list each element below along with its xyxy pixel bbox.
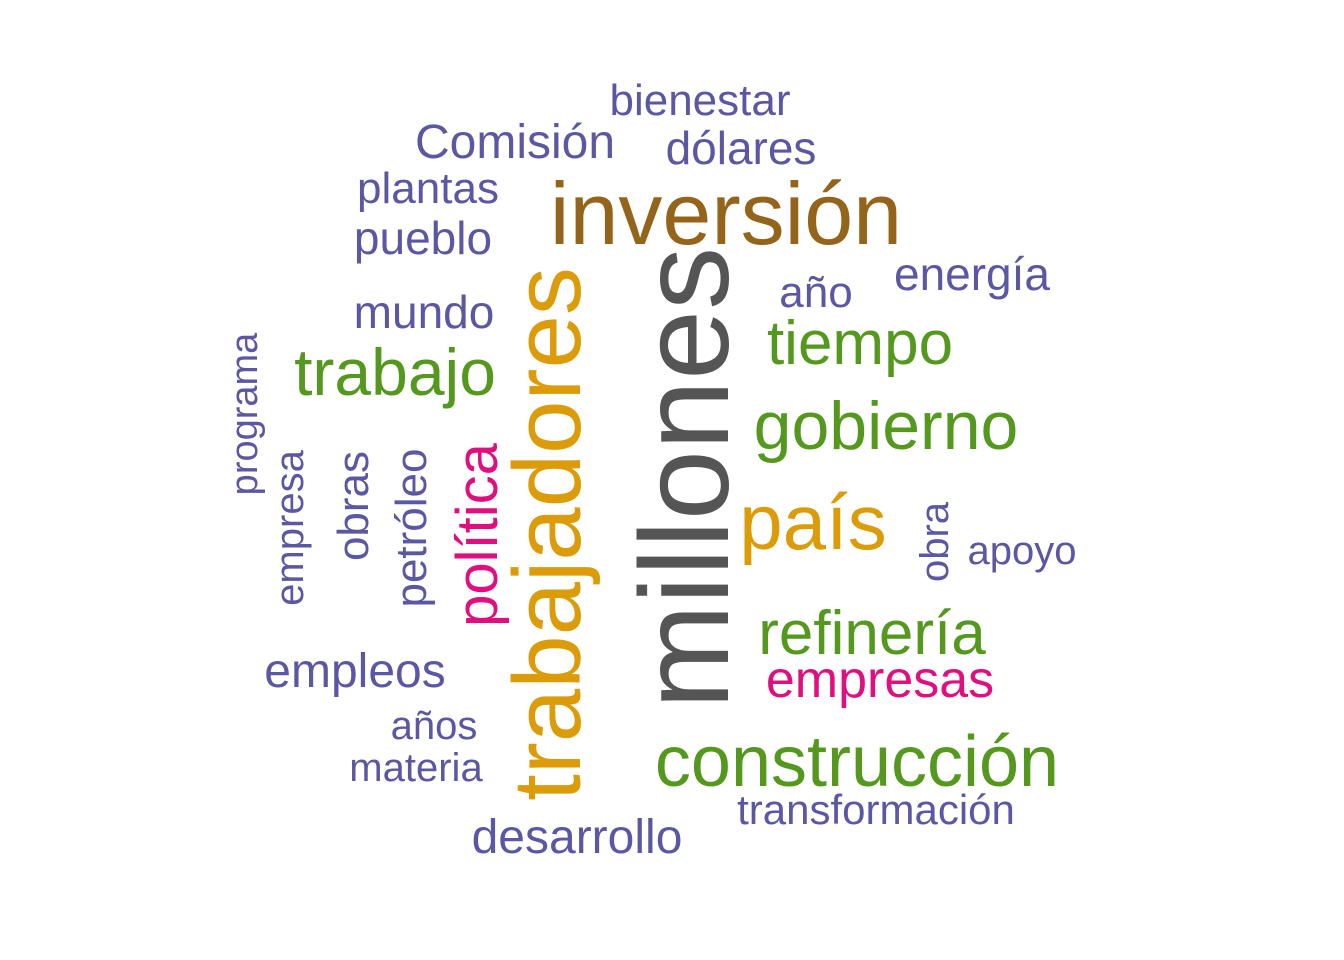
word-politica: política [445, 443, 510, 627]
word-dolares: dólares [665, 122, 817, 174]
word-petroleo: petróleo [387, 448, 436, 608]
word-empresas: empresas [765, 651, 995, 709]
word-transformacion: transformación [737, 786, 1015, 833]
word-comision: Comisión [414, 116, 616, 169]
word-ano: año [779, 268, 853, 317]
word-energia: energía [893, 248, 1051, 300]
word-inversion: inversión [549, 164, 903, 263]
word-tiempo: tiempo [766, 309, 954, 378]
word-obras: obras [329, 450, 378, 562]
word-empleos: empleos [264, 645, 446, 698]
word-mundo: mundo [353, 286, 495, 338]
word-trabajo: trabajo [294, 335, 496, 409]
word-millones: millones [614, 246, 755, 710]
word-gobierno: gobierno [753, 388, 1019, 464]
word-bienestar: bienestar [609, 76, 791, 125]
word-refineria: refinería [758, 599, 986, 668]
word-pais: país [739, 478, 887, 566]
word-empresa: empresa [268, 450, 312, 606]
word-anos: años [390, 704, 478, 748]
word-construccion: construcción [654, 722, 1060, 802]
word-desarrollo: desarrollo [471, 811, 683, 864]
word-apoyo: apoyo [967, 529, 1077, 573]
word-trabajadores: trabajadores [494, 267, 601, 801]
word-pueblo: pueblo [353, 212, 493, 264]
word-programa: programa [224, 332, 266, 496]
word-obra: obra [913, 501, 957, 583]
word-plantas: plantas [357, 164, 499, 213]
word-materia: materia [349, 746, 483, 790]
